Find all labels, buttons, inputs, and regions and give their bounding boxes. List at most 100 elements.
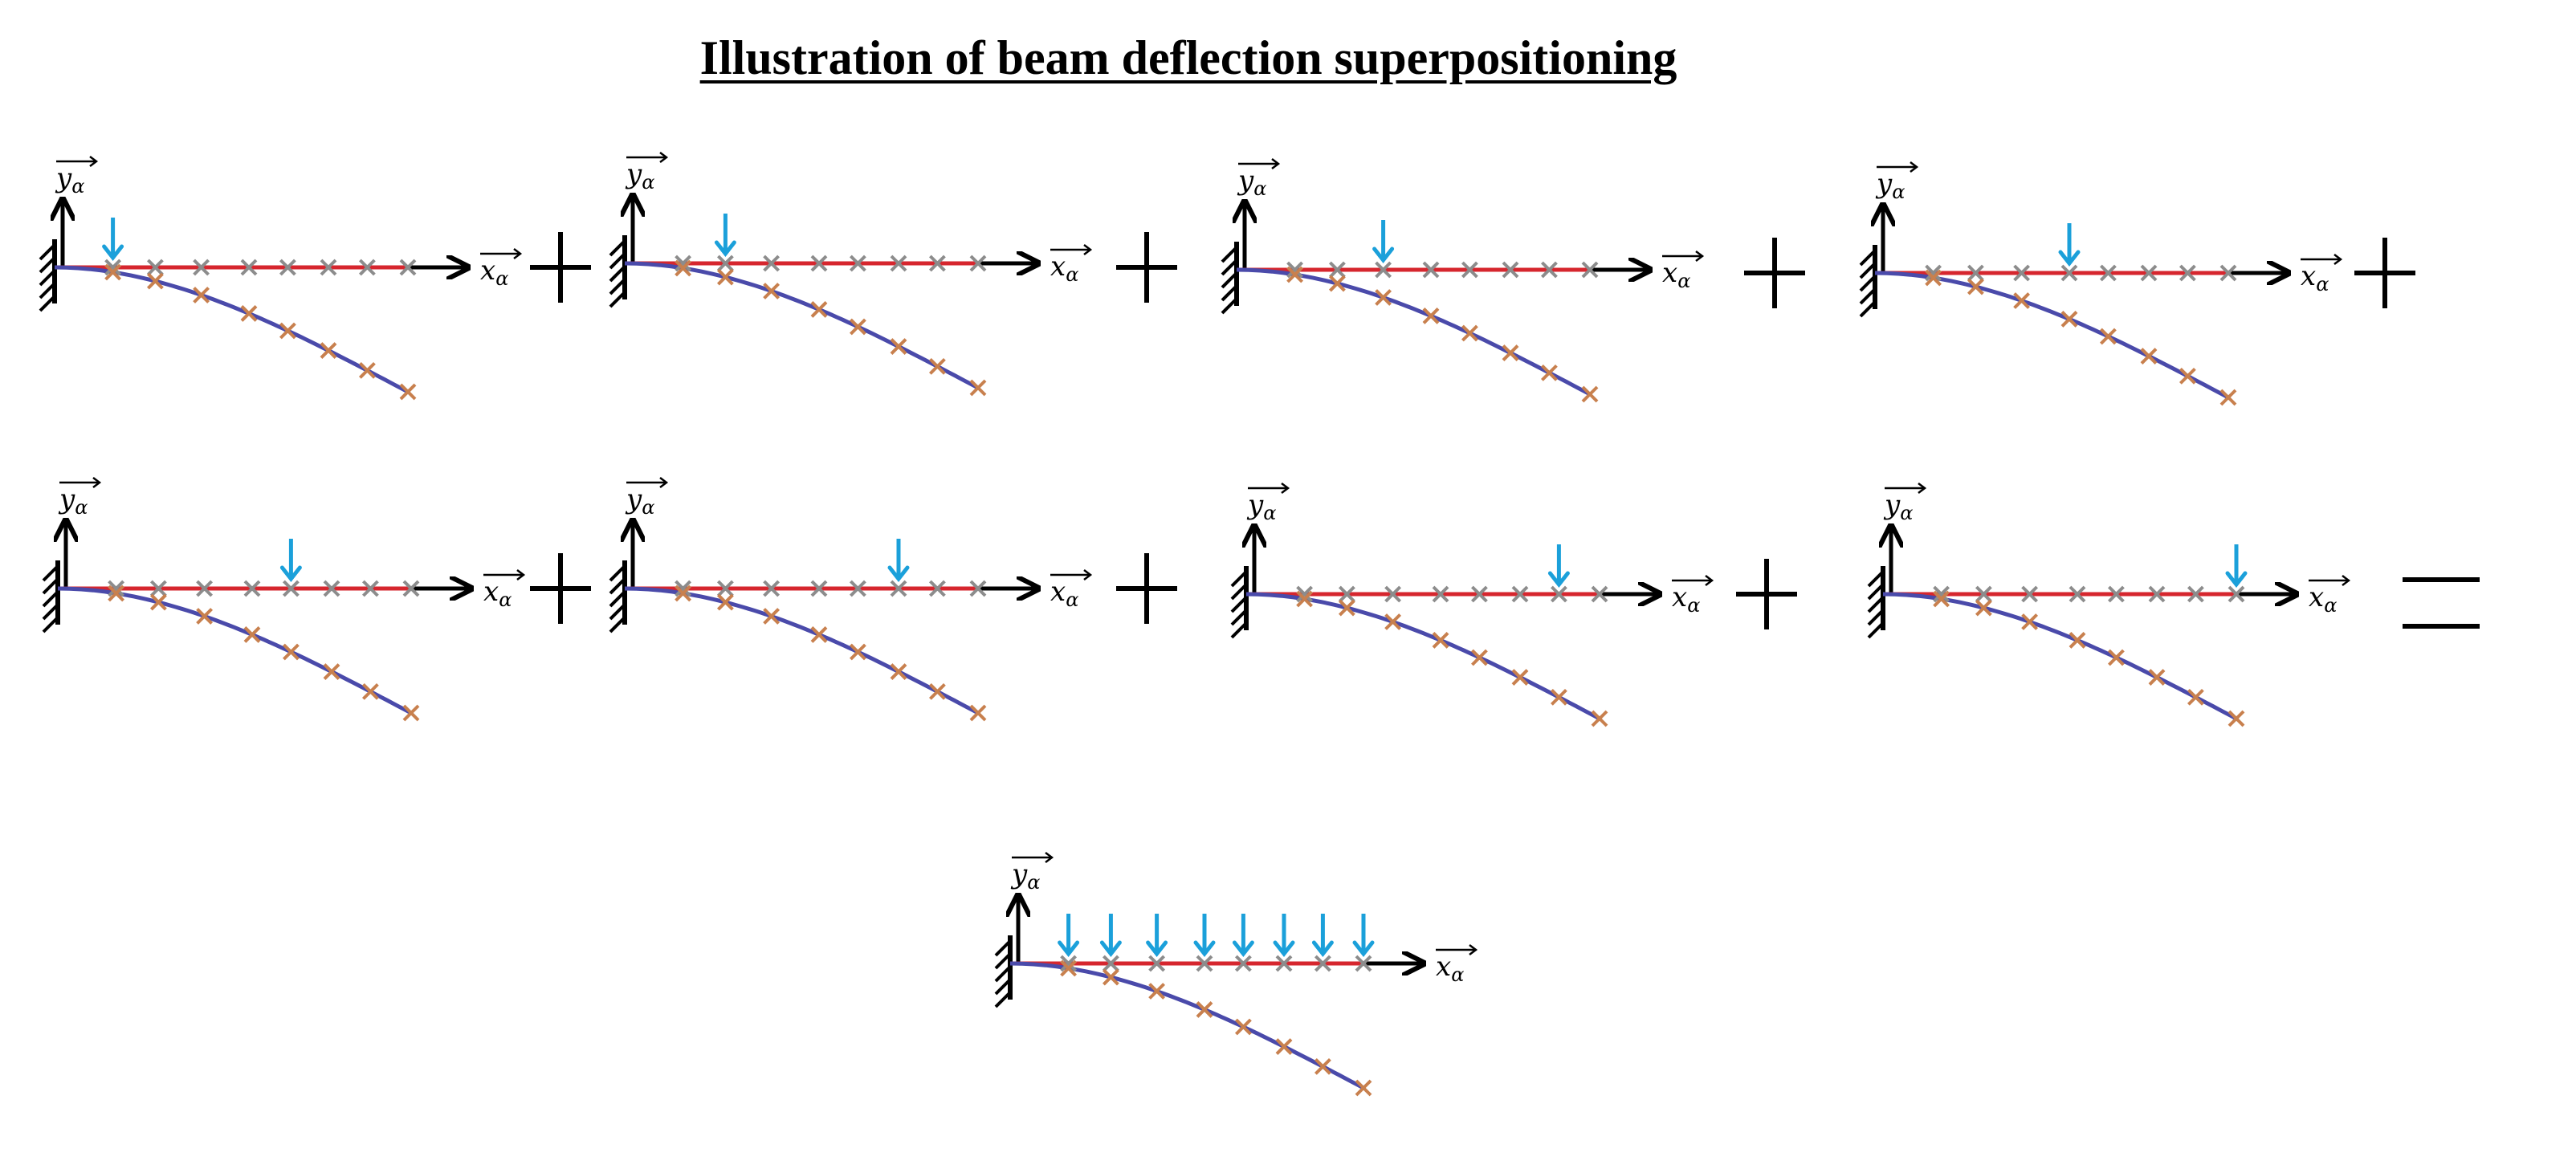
undeformed-node-marker (1511, 585, 1529, 603)
plus-operator (1736, 559, 1797, 629)
undeformed-node-marker (243, 580, 261, 597)
deflected-node-marker (1540, 364, 1558, 381)
x-axis-label: xα (1672, 581, 1700, 617)
undeformed-node-marker (240, 259, 258, 276)
deflected-node-marker (1375, 289, 1392, 306)
undeformed-node-marker (2069, 585, 2086, 603)
deflected-node-marker (323, 663, 340, 680)
undeformed-node-marker (1102, 955, 1119, 972)
y-axis-label: yα (1883, 489, 1913, 524)
x-axis-label: xα (1436, 951, 1464, 986)
deflected-node-marker (1925, 269, 1942, 287)
undeformed-node-marker (969, 255, 987, 272)
load-arrow (1273, 914, 1295, 958)
deflected-node-marker (1328, 275, 1346, 292)
deflected-node-marker (402, 704, 420, 722)
x-axis-label: xα (1050, 576, 1078, 611)
plus-operator (530, 232, 591, 303)
load-case-panel: yα xα (39, 156, 523, 401)
undeformed-node-marker (2148, 585, 2166, 603)
deflected-node-marker (358, 361, 376, 379)
deflected-node-marker (716, 268, 734, 286)
deflected-node-marker (1275, 1038, 1293, 1055)
load-arrow (1058, 914, 1080, 958)
deflected-node-marker (2187, 688, 2204, 706)
deflected-node-marker (108, 584, 125, 602)
x-axis-label: xα (1050, 250, 1078, 286)
fixed-support (1859, 245, 1877, 318)
undeformed-node-marker (104, 259, 122, 276)
load-case-panels: yα xα yα xα yα xα yα xα yα xα yα xα yα xα yα xα (39, 152, 2351, 727)
load-arrow (714, 214, 736, 258)
undeformed-node-marker (1060, 955, 1078, 972)
deflected-node-marker (763, 283, 781, 299)
undeformed-node-marker (1581, 261, 1599, 279)
deflected-node-marker (928, 682, 946, 700)
y-axis-label: yα (1875, 168, 1905, 203)
deflected-beam (1245, 592, 1601, 721)
deflected-node-marker (890, 663, 907, 680)
deflected-node-marker (810, 301, 828, 318)
undeformed-node-marker (2228, 585, 2245, 603)
deflected-node-marker (675, 584, 692, 602)
undeformed-node-marker (1384, 585, 1402, 603)
fixed-support (609, 560, 627, 633)
deflected-node-marker (1422, 308, 1440, 324)
undeformed-node-marker (2219, 264, 2237, 282)
deflected-node-marker (2107, 649, 2125, 666)
deflected-node-marker (1296, 590, 1314, 608)
deflected-beam (1236, 267, 1592, 397)
undeformed-node-marker (1925, 264, 1942, 282)
undeformed-node-marker (193, 259, 210, 276)
fixed-support (609, 235, 627, 308)
x-axis-label: xα (483, 576, 512, 611)
load-arrow (887, 539, 910, 583)
y-axis-label: yα (625, 483, 654, 519)
undeformed-node-marker (1550, 585, 1567, 603)
undeformed-node-marker (928, 580, 946, 597)
deflected-node-marker (1461, 324, 1478, 342)
deflected-node-marker (1102, 968, 1119, 986)
undeformed-node-marker (1422, 261, 1440, 279)
load-arrow (1547, 544, 1570, 589)
deflected-beam (1874, 271, 2230, 400)
undeformed-node-marker (146, 259, 164, 276)
undeformed-node-marker (2187, 585, 2204, 603)
deflected-node-marker (2148, 669, 2166, 686)
undeformed-node-marker (149, 580, 167, 597)
undeformed-node-marker (2140, 264, 2158, 282)
deflected-node-marker (1148, 983, 1166, 1000)
undeformed-node-marker (810, 255, 828, 272)
deflected-node-marker (1975, 599, 1992, 617)
deflected-node-marker (675, 259, 692, 277)
deflected-node-marker (1933, 590, 1950, 608)
undeformed-node-marker (890, 580, 907, 597)
undeformed-node-marker (2107, 585, 2125, 603)
undeformed-node-marker (1296, 585, 1314, 603)
undeformed-node-marker (1933, 585, 1950, 603)
deflected-node-marker (2069, 632, 2086, 649)
plus-operator (530, 553, 591, 624)
y-axis-label: yα (55, 162, 84, 198)
undeformed-node-marker (1540, 261, 1558, 279)
equals-operator (2403, 577, 2480, 629)
deflected-node-marker (1581, 385, 1599, 403)
deflected-node-marker (1234, 1018, 1252, 1036)
deflected-node-marker (969, 704, 987, 722)
undeformed-node-marker (1432, 585, 1449, 603)
deflected-node-marker (193, 287, 210, 303)
deflected-node-marker (1591, 710, 1608, 727)
x-axis-label: xα (2309, 581, 2337, 617)
load-case-panel: yα xα (609, 477, 1093, 722)
deflected-node-marker (849, 318, 866, 336)
deflected-node-marker (969, 379, 987, 397)
deflected-node-marker (1355, 1079, 1372, 1097)
undeformed-node-marker (849, 255, 866, 272)
undeformed-node-marker (1328, 261, 1346, 279)
load-arrow (279, 539, 302, 583)
fixed-support (42, 560, 60, 633)
deflected-node-marker (1432, 632, 1449, 649)
deflected-node-marker (279, 322, 296, 340)
deflected-node-marker (1550, 688, 1567, 706)
